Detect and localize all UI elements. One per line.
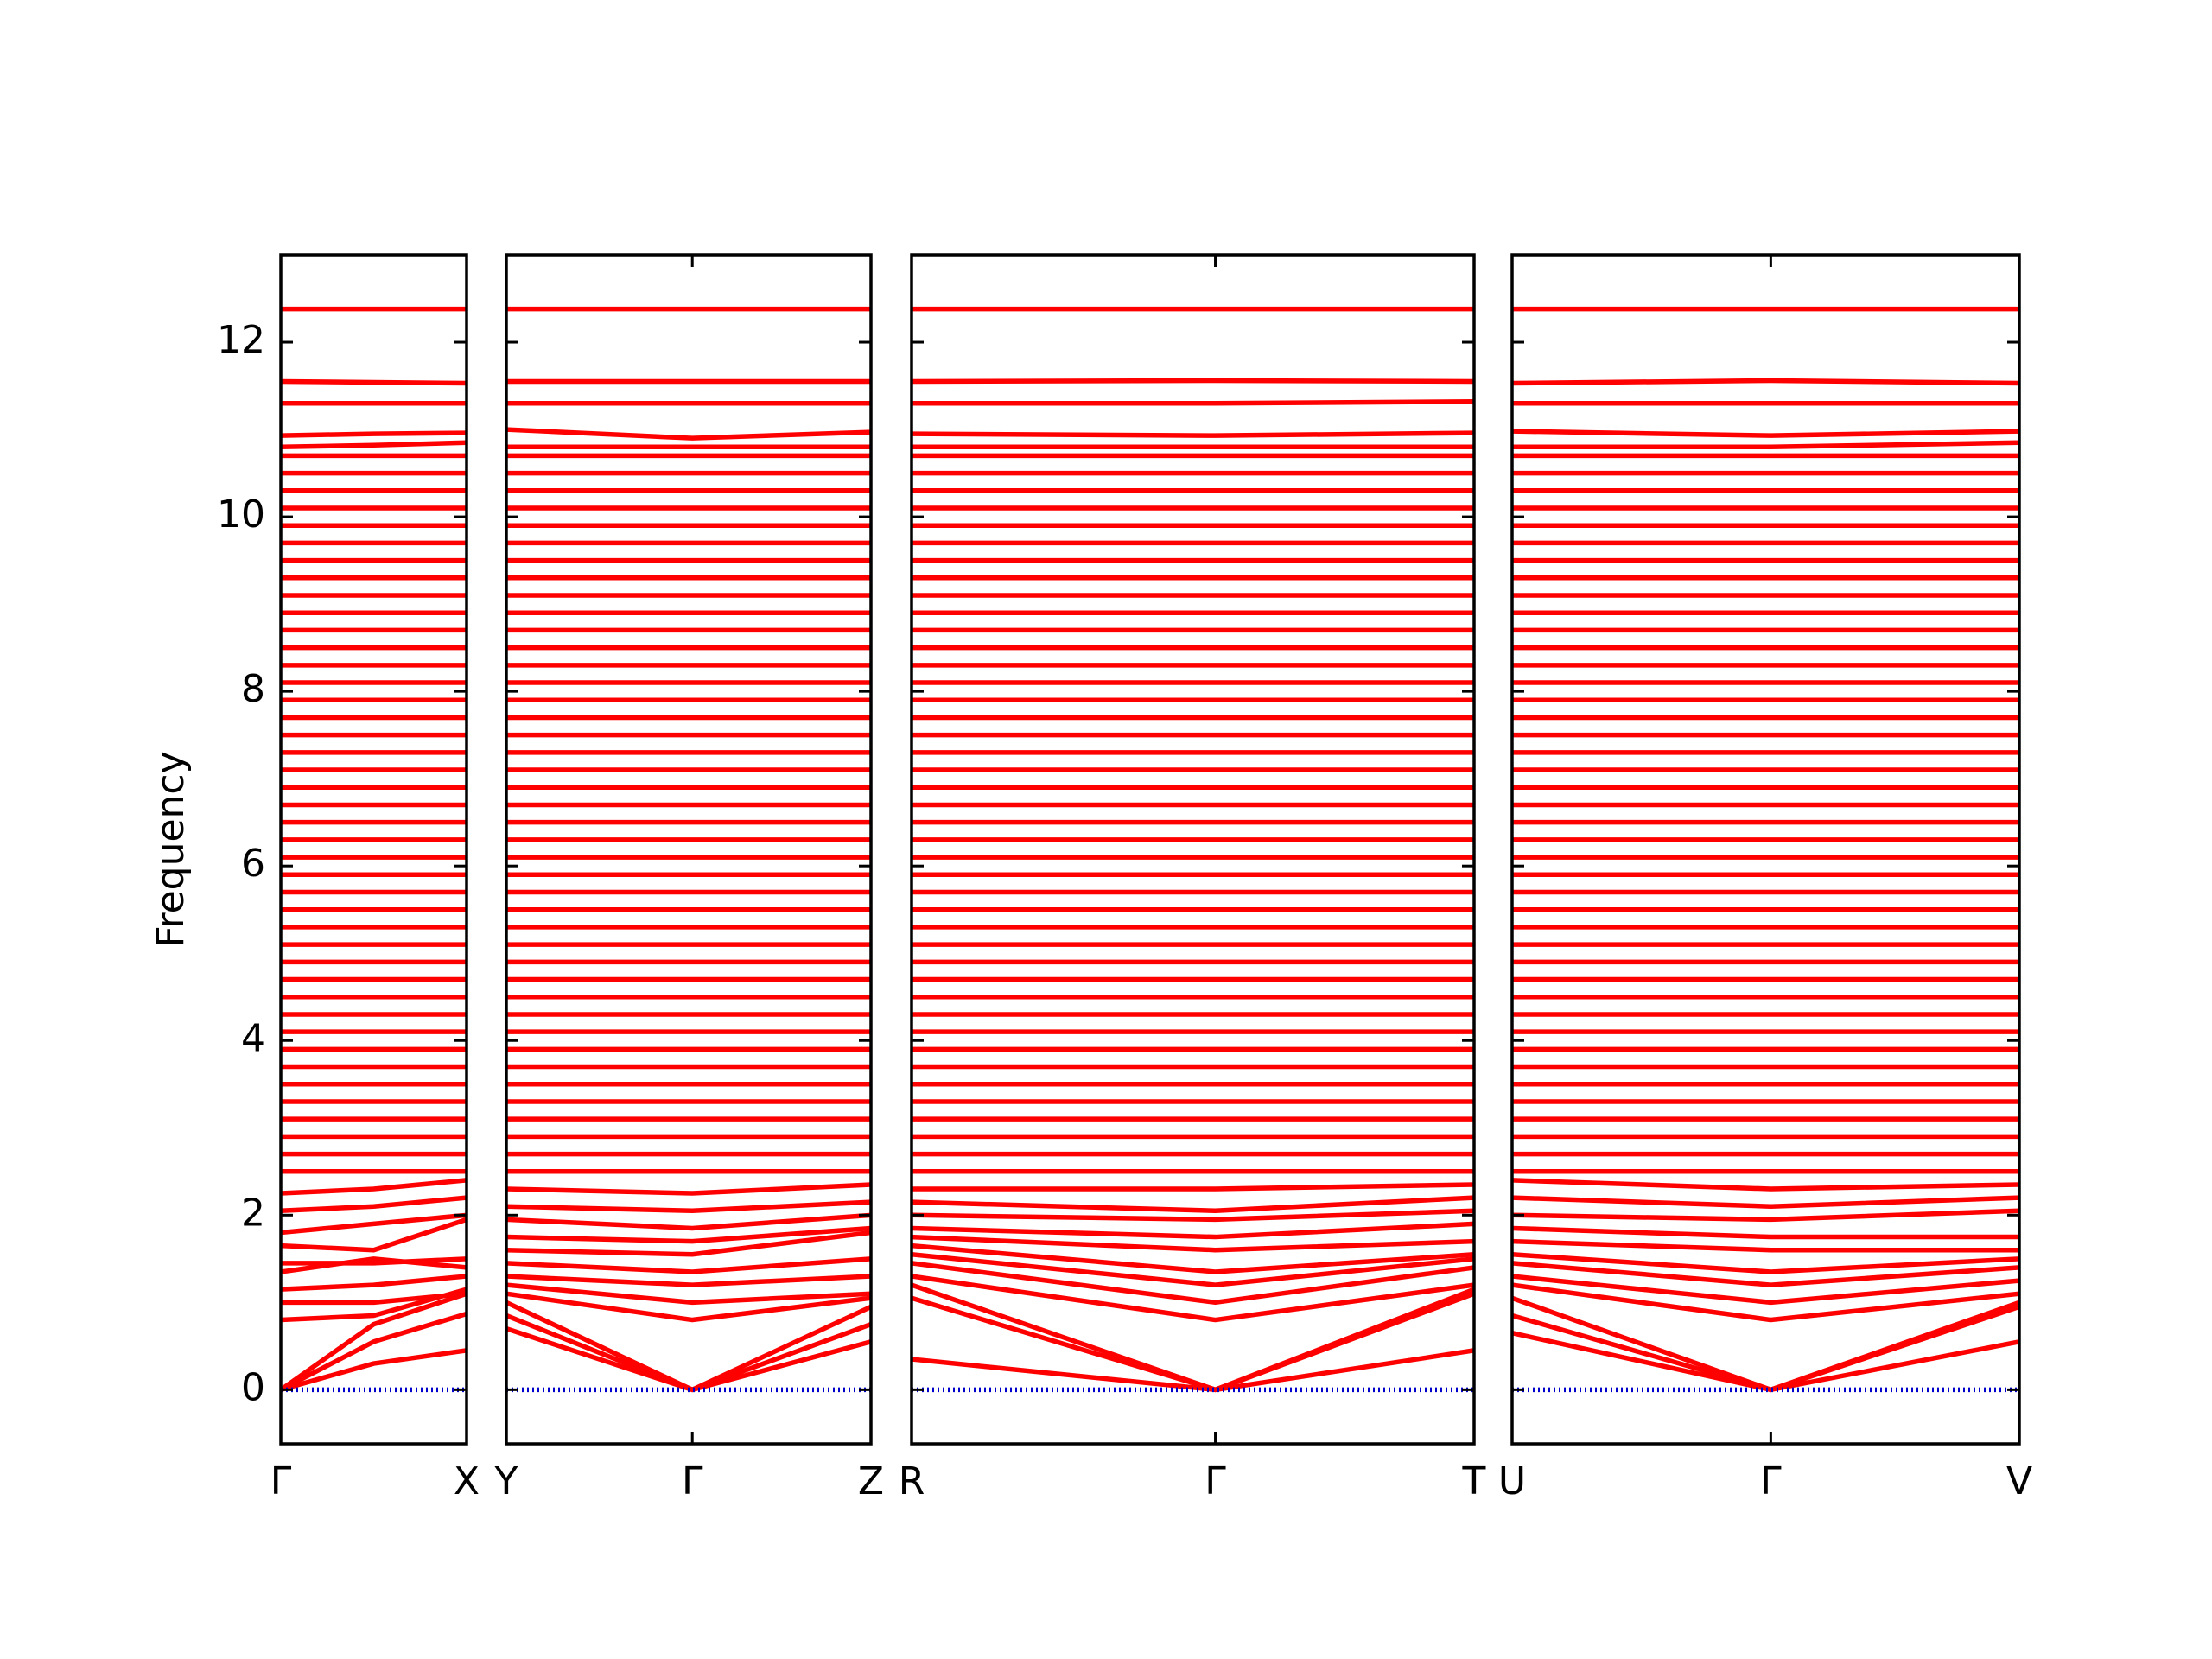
band-line [506, 1274, 871, 1287]
band-line [281, 1348, 467, 1393]
band-line [1512, 1331, 2019, 1393]
x-tick-label: R [899, 1459, 925, 1503]
band-line [1512, 1261, 2019, 1287]
band-line [281, 1311, 467, 1392]
band-line [281, 440, 467, 450]
band-line [912, 1234, 1474, 1253]
band-line [281, 1256, 467, 1274]
x-tick-label: Γ [1760, 1459, 1782, 1503]
band-line [506, 1300, 871, 1393]
bands [281, 306, 467, 1393]
band-line [912, 1252, 1474, 1287]
panel [1512, 306, 2019, 1393]
x-tick-label: Γ [1205, 1459, 1226, 1503]
y-axis-label: Frequency [149, 751, 193, 947]
bands [506, 306, 871, 1393]
x-tick-label: U [1498, 1459, 1526, 1503]
bands [912, 306, 1474, 1393]
band-line [912, 1282, 1474, 1393]
x-tick-label: V [2006, 1459, 2032, 1503]
x-tick-label: Γ [682, 1459, 703, 1503]
x-tick-label: Γ [270, 1459, 292, 1503]
panel-frame [910, 253, 1476, 1446]
band-line [281, 378, 467, 386]
y-tick-label: 12 [217, 318, 265, 362]
band-line [912, 1182, 1474, 1192]
band-line [1512, 1208, 2019, 1223]
band-line [506, 1282, 871, 1306]
panel [912, 306, 1474, 1393]
band-line [912, 430, 1474, 438]
x-tick-label: Y [494, 1459, 518, 1503]
y-tick-label: 10 [217, 493, 265, 537]
band-line [912, 378, 1474, 385]
band-line [281, 1291, 467, 1306]
panel [281, 306, 467, 1393]
y-tick-label: 6 [241, 842, 265, 886]
x-tick-label: X [454, 1459, 480, 1503]
band-line [506, 1182, 871, 1196]
y-tick-label: 2 [241, 1191, 265, 1235]
band-line [281, 1274, 467, 1292]
band-line [1512, 1225, 2019, 1240]
x-tick-label: Z [858, 1459, 884, 1503]
bands [1512, 306, 2019, 1393]
band-line [1512, 1178, 2019, 1192]
y-tick-label: 8 [241, 667, 265, 711]
band-line [281, 1212, 467, 1236]
panel-frame [279, 253, 468, 1446]
band-line [281, 430, 467, 438]
band-line [912, 1274, 1474, 1323]
x-tick-label: T [1462, 1459, 1486, 1503]
band-line [281, 1217, 467, 1253]
band-line [1512, 429, 2019, 438]
y-tick-label: 0 [241, 1365, 265, 1409]
band-line [1512, 1252, 2019, 1274]
band-line [1512, 1238, 2019, 1253]
band-line [912, 1195, 1474, 1214]
band-line [912, 1291, 1474, 1393]
band-line [281, 1195, 467, 1214]
band-line [506, 1212, 871, 1231]
band-line [1512, 1282, 2019, 1323]
band-line [912, 398, 1474, 406]
band-line [506, 1256, 871, 1274]
band-line [506, 1291, 871, 1323]
band-line [1512, 1295, 2019, 1393]
y-tick-label: 4 [241, 1016, 265, 1060]
band-line [281, 1178, 467, 1196]
panel-frame [505, 253, 873, 1446]
band-line [506, 1230, 871, 1257]
band-line [912, 1261, 1474, 1306]
band-line [912, 1243, 1474, 1274]
band-line [1512, 1195, 2019, 1209]
band-line [912, 1208, 1474, 1223]
band-line [1512, 1274, 2019, 1306]
band-line [506, 1199, 871, 1214]
band-line [1512, 378, 2019, 386]
band-line [281, 1291, 467, 1392]
band-line [1512, 440, 2019, 450]
band-line [281, 1256, 467, 1266]
panel-frame [1510, 253, 2021, 1446]
band-line [506, 1225, 871, 1244]
band-line [912, 1221, 1474, 1240]
band-line [506, 427, 871, 441]
panel [506, 306, 871, 1393]
